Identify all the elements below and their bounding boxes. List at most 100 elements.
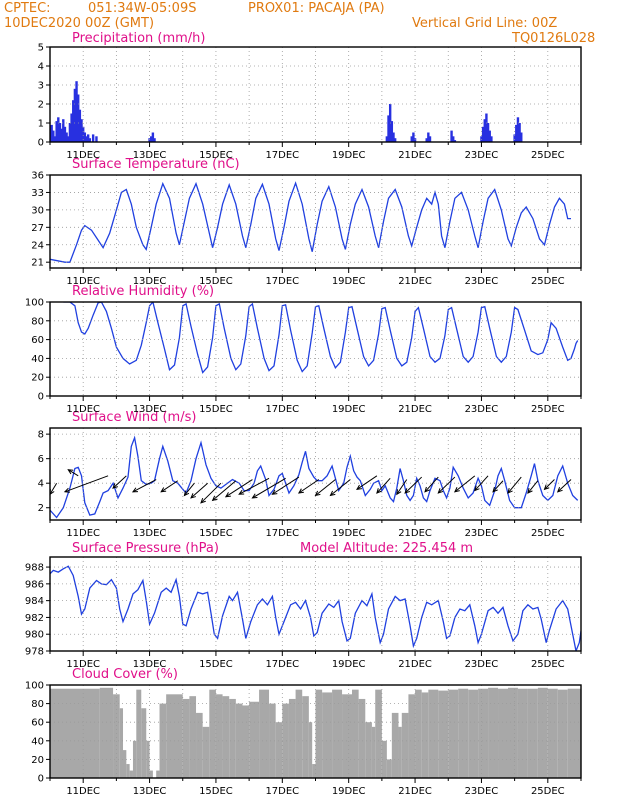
x-tick-label: 11DEC [66,786,100,797]
wind-arrow-head [238,489,245,495]
y-tick-label: 100 [25,298,44,309]
pressure-series-line [50,565,581,651]
cloud-bar [50,688,100,778]
precip-bar [86,134,90,142]
cloud-bar [478,688,489,778]
cloud-bar [129,770,133,778]
cloud-bar [259,689,270,778]
wind-arrow [67,469,79,477]
x-tick-label: 25DEC [531,659,565,670]
precip-bar [450,130,453,142]
rh-panel: 0 20 40 60 80 100 11DEC 13DEC 15DEC 17DEC 19DEC 21D… [25,298,582,415]
cloud-bar [99,687,114,778]
wind-arrow-head [190,493,196,499]
y-tick-label: 27 [31,223,44,234]
x-tick-label: 21DEC [398,786,432,797]
wind-arrow [200,482,222,504]
x-tick-label: 15DEC [199,276,233,287]
x-tick-label: 21DEC [398,528,432,539]
y-tick-label: 24 [31,240,44,251]
header-source: CPTEC: [4,1,51,16]
precip-bar [57,117,60,142]
temp-data [50,181,571,263]
x-tick-label: 15DEC [199,528,233,539]
cloud-bar [365,722,372,778]
cloud-bar [557,689,568,778]
precip-bar [63,126,67,142]
wind-arrow [315,479,336,496]
y-tick-label: 3 [38,81,44,92]
header-coords: 051:34W-05:09S [88,1,197,16]
rh-title: Relative Humidity (%) [72,284,215,299]
precip-bar [75,81,78,142]
wind-arrow [298,479,320,494]
cloud-bar [438,690,449,778]
y-tick-label: 8 [38,430,44,441]
cloud-bar [415,689,422,778]
cloud-bar [282,703,289,778]
precip-bar [68,123,72,142]
x-tick-label: 13DEC [133,150,167,161]
cloud-bar [498,688,508,778]
precip-bar [483,119,486,142]
cloud-bar [352,689,359,778]
x-tick-label: 23DEC [465,276,499,287]
cloud-bar [408,694,416,778]
cloud-bar [381,740,387,778]
x-tick-label: 23DEC [465,150,499,161]
temp-title: Surface Temperature (nC) [72,157,240,172]
precip-bar [393,138,397,142]
y-tick-label: 80 [31,699,44,710]
wind-arrow [376,477,391,494]
precip-bar [78,109,82,142]
cloud-bar [458,688,469,778]
wind-arrow [356,475,378,490]
wind-data [50,435,579,519]
wind-arrow [49,482,58,495]
cloud-bar [358,698,366,778]
precip-bar [481,126,485,142]
y-tick-label: 978 [25,647,44,658]
cloud-bar [288,698,296,778]
precip-bar [392,132,395,142]
x-tick-label: 13DEC [133,659,167,670]
x-tick-label: 17DEC [265,786,299,797]
precip-bar [453,140,457,142]
x-tick-label: 25DEC [531,404,565,415]
wind-arrow [252,477,286,499]
x-tick-label: 19DEC [332,276,366,287]
y-tick-label: 980 [25,630,44,641]
wind-arrow [507,476,522,494]
x-tick-label: 25DEC [531,528,565,539]
precip-bar [428,136,432,142]
wind-arrow [212,480,237,501]
precip-bar [150,136,153,142]
precip-bar [390,121,394,142]
cloud-bar [507,687,518,778]
x-tick-label: 21DEC [398,150,432,161]
x-tick-label: 15DEC [199,786,233,797]
cloud-bar [547,688,558,778]
wind-arrow [527,480,539,494]
y-tick-label: 36 [31,171,44,182]
precip-bar [81,126,85,142]
x-tick-label: 23DEC [465,659,499,670]
precip-bar [387,115,390,142]
precip-title: Precipitation (mm/h) [72,31,206,46]
wind-arrow [184,482,195,496]
wind-arrow [454,475,476,493]
x-tick-label: 19DEC [332,404,366,415]
cloud-bar [156,770,160,778]
cloud-bar [537,687,548,778]
x-tick-label: 25DEC [531,276,565,287]
precip-bar [70,113,73,142]
precip-bar [518,123,521,142]
x-tick-label: 21DEC [398,404,432,415]
precip-data [50,81,523,142]
precip-bar [425,138,428,142]
y-tick-label: 60 [31,335,44,346]
cloud-panel: 0 20 40 60 80 100 11DEC 13DEC 15DEC 17DEC 19DEC 21D… [25,681,582,797]
cloud-bar [229,698,236,778]
wind-arrow [225,479,253,498]
